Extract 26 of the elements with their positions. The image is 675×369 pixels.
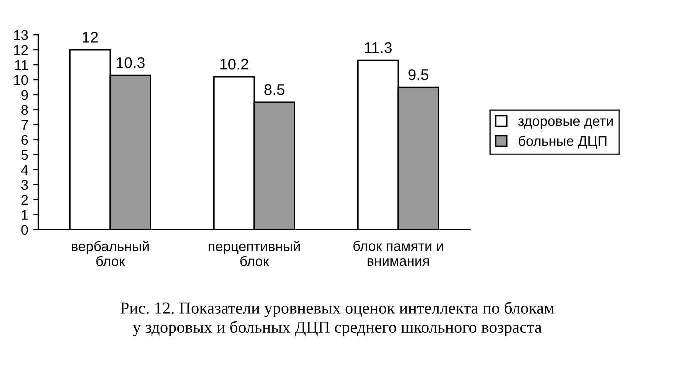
data-label: 9.5: [408, 70, 429, 80]
y-tick-label: 1: [22, 210, 28, 220]
data-label: 12: [82, 32, 98, 43]
y-tick-label: 9: [22, 90, 28, 100]
x-tick-label: перцептивный блок: [208, 241, 300, 266]
y-tick-label: 6: [22, 135, 28, 146]
y-tick-label: 4: [21, 165, 28, 175]
data-label: 8.5: [264, 84, 285, 96]
y-tick-label: 10: [14, 75, 28, 86]
data-label: 11.3: [365, 42, 392, 54]
y-tick-label: 7: [22, 120, 28, 130]
y-tick-label: 11: [15, 60, 28, 70]
y-tick-label: 2: [22, 195, 28, 205]
data-label: 10.3: [116, 58, 145, 68]
y-tick-label: 3: [22, 180, 28, 190]
y-tick-label: 0: [22, 225, 28, 236]
y-tick-label: 8: [22, 105, 28, 116]
data-label: 10.2: [220, 59, 248, 70]
legend-label: больные ДЦП: [518, 136, 607, 149]
x-tick-label: блок памяти и внимания: [354, 240, 444, 266]
legend-label: здоровые дети: [518, 118, 613, 129]
x-tick-label: вербальный блок: [72, 241, 149, 266]
y-tick-label: 12: [14, 45, 28, 56]
text: Рис. 12. Показатели уровневых оценок интеллекта по блокам у здоровых и больных ДЦП среднего школьного возраста: [120, 302, 554, 336]
y-tick-label: 5: [22, 150, 28, 160]
y-tick-label: 13: [14, 30, 28, 40]
